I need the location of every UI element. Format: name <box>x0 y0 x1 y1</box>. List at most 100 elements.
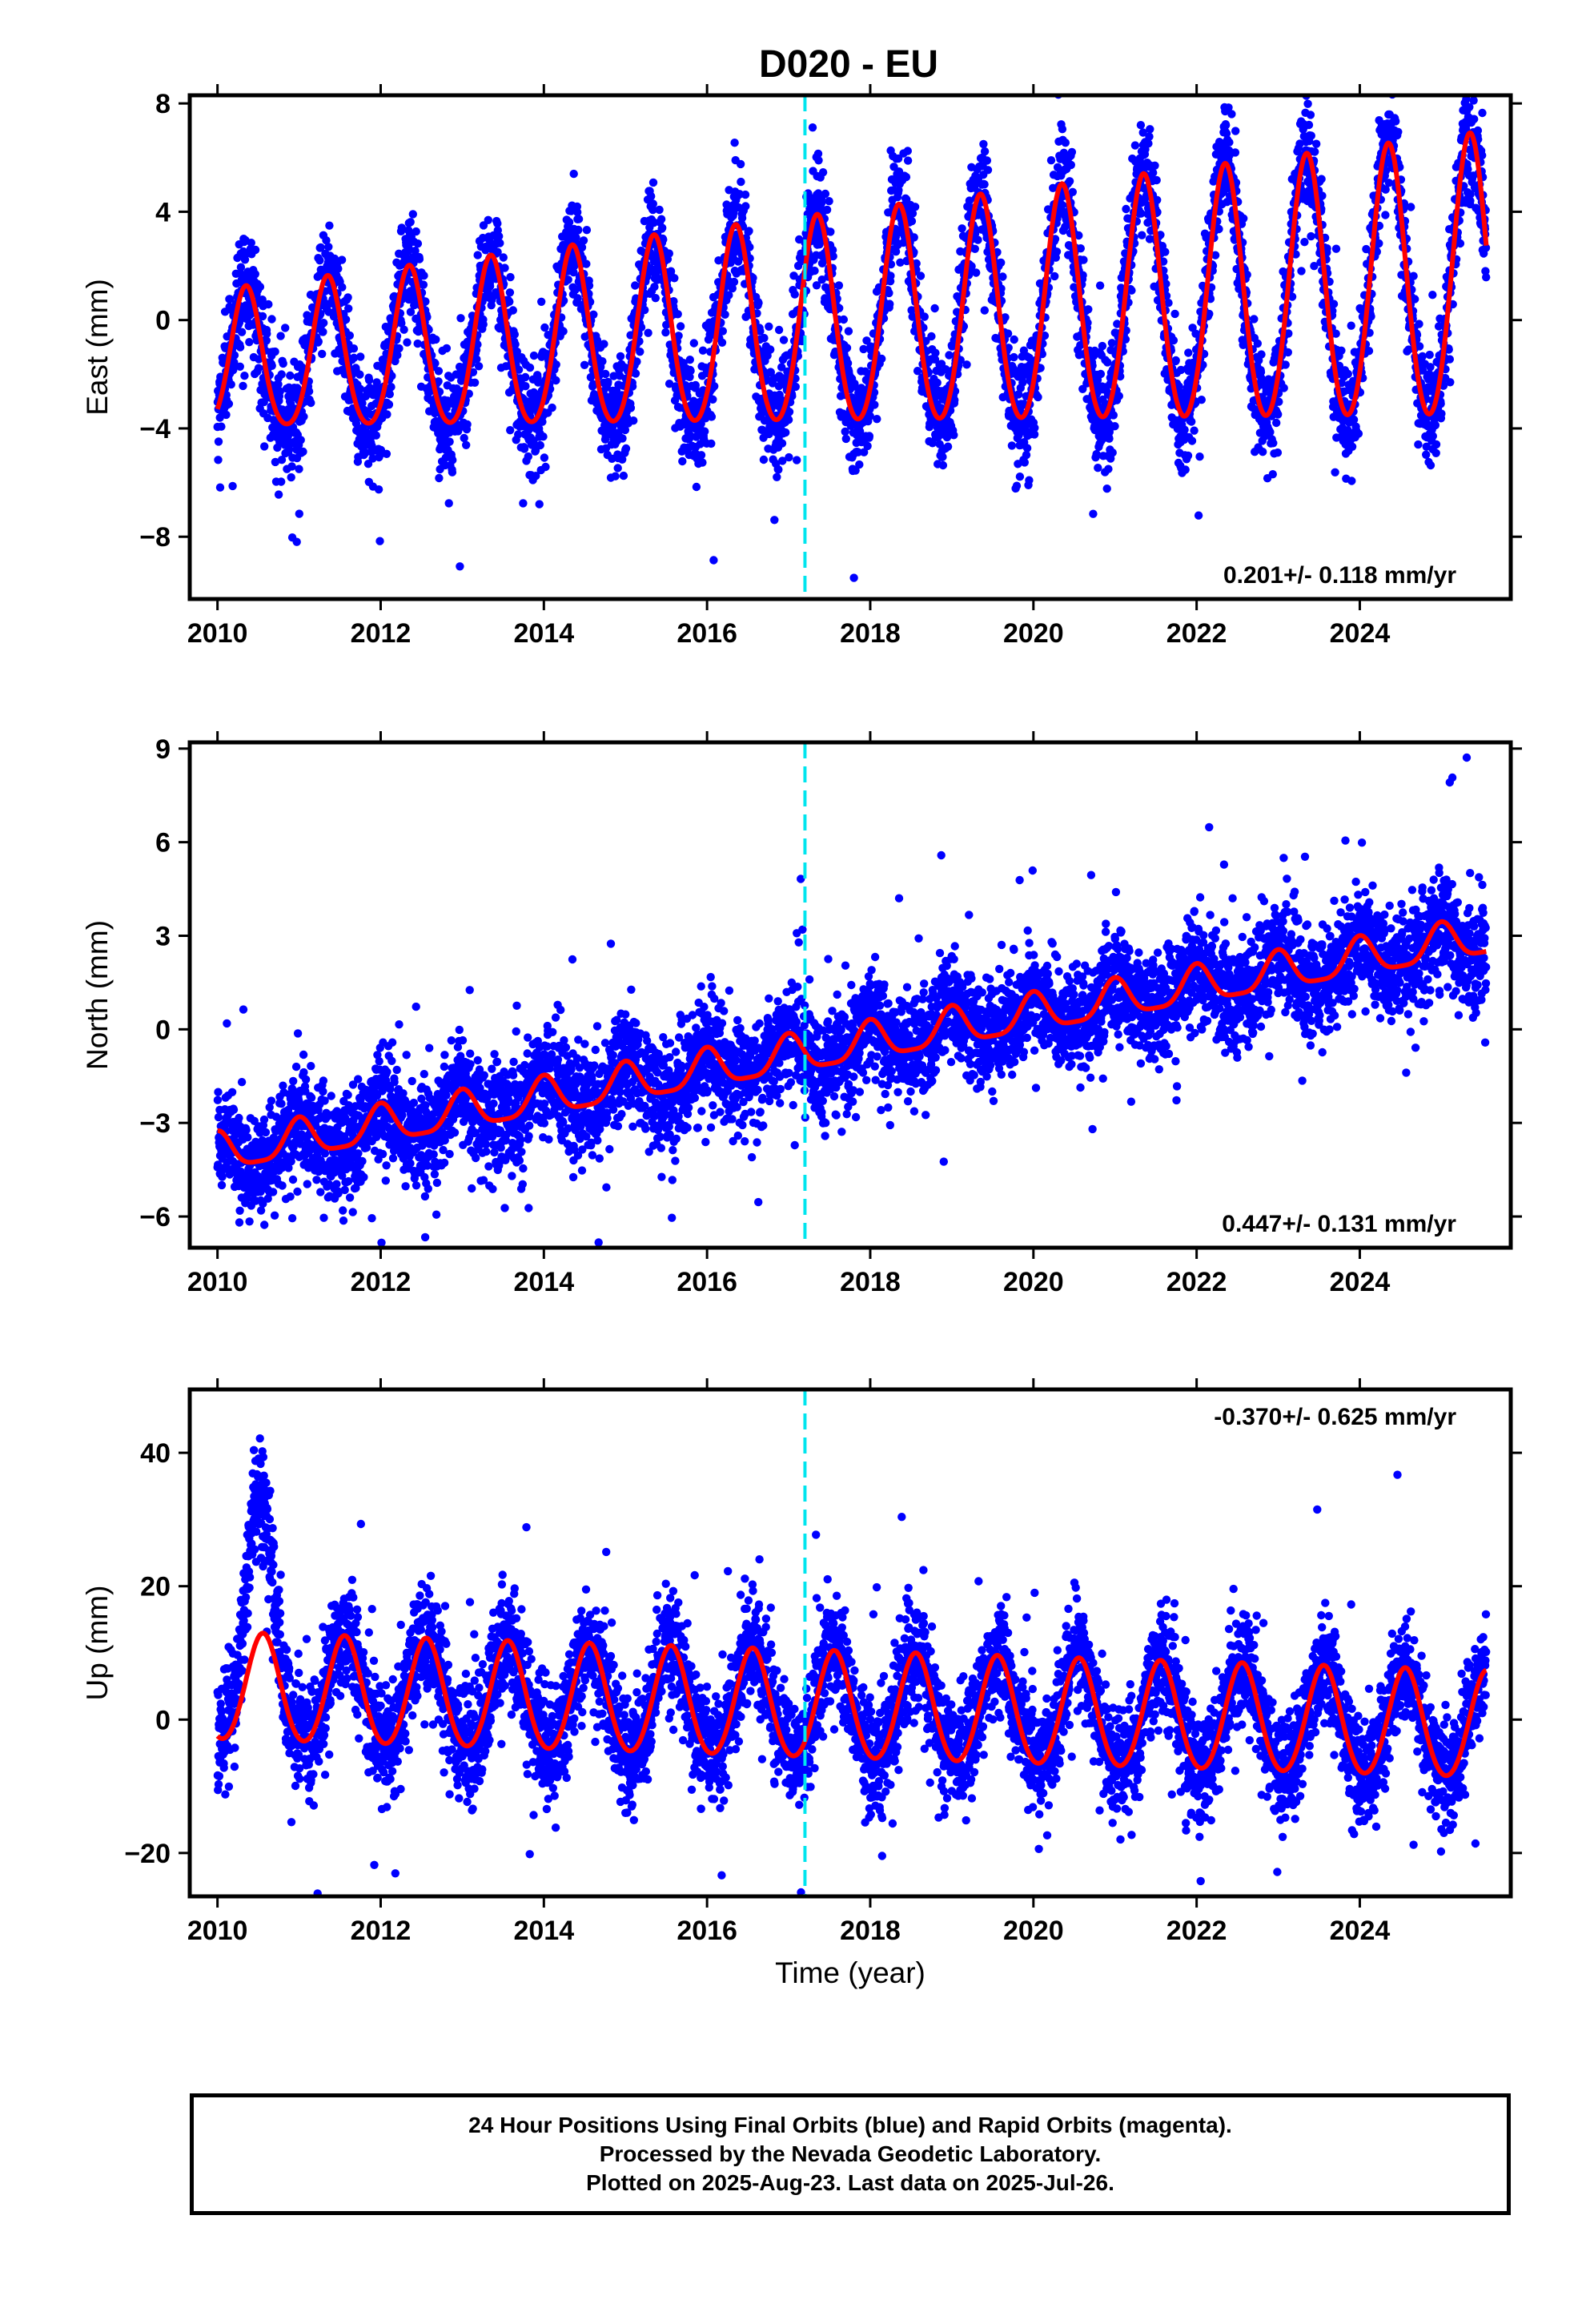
data-point <box>636 323 646 332</box>
data-point <box>444 499 453 508</box>
data-point <box>217 422 226 431</box>
data-point <box>1231 127 1240 135</box>
data-point <box>506 272 515 282</box>
data-point <box>235 343 245 352</box>
data-point <box>251 270 259 279</box>
data-point <box>296 436 305 444</box>
data-point <box>292 537 301 546</box>
data-point <box>655 205 664 215</box>
data-point <box>1161 247 1170 256</box>
data-point <box>314 337 323 346</box>
data-point <box>817 275 826 284</box>
data-point <box>1094 464 1102 472</box>
data-point <box>529 351 539 360</box>
data-point <box>770 516 779 525</box>
data-point <box>413 339 422 348</box>
data-point <box>271 347 279 356</box>
data-point <box>299 447 307 456</box>
data-point <box>397 223 406 232</box>
data-point <box>1266 428 1275 436</box>
data-point <box>1269 439 1278 448</box>
data-point <box>371 431 380 440</box>
data-point <box>460 433 468 443</box>
data-point <box>609 372 618 380</box>
data-point <box>673 310 682 319</box>
data-point <box>1222 121 1231 130</box>
data-point <box>774 465 783 474</box>
data-point <box>1149 168 1158 177</box>
data-point <box>728 283 737 293</box>
data-point <box>1102 485 1111 493</box>
data-point <box>903 147 913 155</box>
data-point <box>473 251 482 259</box>
data-point <box>473 340 482 349</box>
data-point <box>629 416 638 425</box>
data-point <box>470 378 480 387</box>
data-point <box>666 267 676 275</box>
data-point <box>901 172 911 182</box>
data-point <box>364 376 374 384</box>
data-point <box>574 225 583 235</box>
data-point <box>1231 148 1240 157</box>
data-point <box>613 464 622 472</box>
data-point <box>419 280 428 289</box>
data-point <box>676 322 685 331</box>
data-point <box>670 274 679 283</box>
data-point <box>548 403 556 412</box>
data-point <box>821 189 830 199</box>
data-point <box>322 236 331 245</box>
data-point <box>658 223 667 232</box>
data-point <box>432 335 440 344</box>
data-point <box>779 336 789 344</box>
data-point <box>254 364 263 372</box>
data-point <box>903 156 913 165</box>
data-point <box>685 356 694 364</box>
data-point <box>980 147 990 156</box>
data-point <box>559 327 568 336</box>
data-point <box>1096 369 1106 379</box>
data-point <box>514 430 523 439</box>
data-point <box>870 400 879 409</box>
data-point <box>442 344 452 353</box>
data-point <box>375 537 384 545</box>
data-point <box>277 477 286 486</box>
data-point <box>909 233 918 242</box>
data-point <box>1046 156 1056 165</box>
data-point <box>514 365 524 374</box>
data-point <box>912 259 921 268</box>
data-point <box>1259 448 1267 456</box>
data-point <box>506 426 515 435</box>
data-point <box>277 456 287 464</box>
data-point <box>1190 426 1199 435</box>
data-point <box>237 328 247 336</box>
data-point <box>393 351 402 360</box>
data-point <box>611 472 620 480</box>
data-point <box>835 304 844 312</box>
data-point <box>285 445 294 454</box>
data-point <box>1283 348 1293 357</box>
data-point <box>745 243 754 251</box>
data-point <box>1020 458 1030 467</box>
data-point <box>263 329 271 338</box>
data-point <box>844 327 853 336</box>
data-point <box>1130 141 1140 150</box>
data-point <box>397 319 406 328</box>
data-point <box>842 344 852 352</box>
data-point <box>351 419 361 428</box>
data-point <box>1289 62 1297 70</box>
data-point <box>1084 305 1093 314</box>
data-point <box>730 139 739 147</box>
data-point <box>260 442 269 451</box>
data-point <box>851 466 860 475</box>
data-point <box>1187 417 1196 426</box>
data-point <box>355 370 364 379</box>
data-point <box>859 344 868 354</box>
data-point <box>841 427 849 436</box>
data-point <box>885 288 893 298</box>
data-point <box>826 227 835 236</box>
data-point <box>855 460 864 469</box>
data-point <box>972 268 981 277</box>
data-point <box>839 315 849 324</box>
data-point <box>355 384 365 393</box>
data-point <box>749 273 757 283</box>
